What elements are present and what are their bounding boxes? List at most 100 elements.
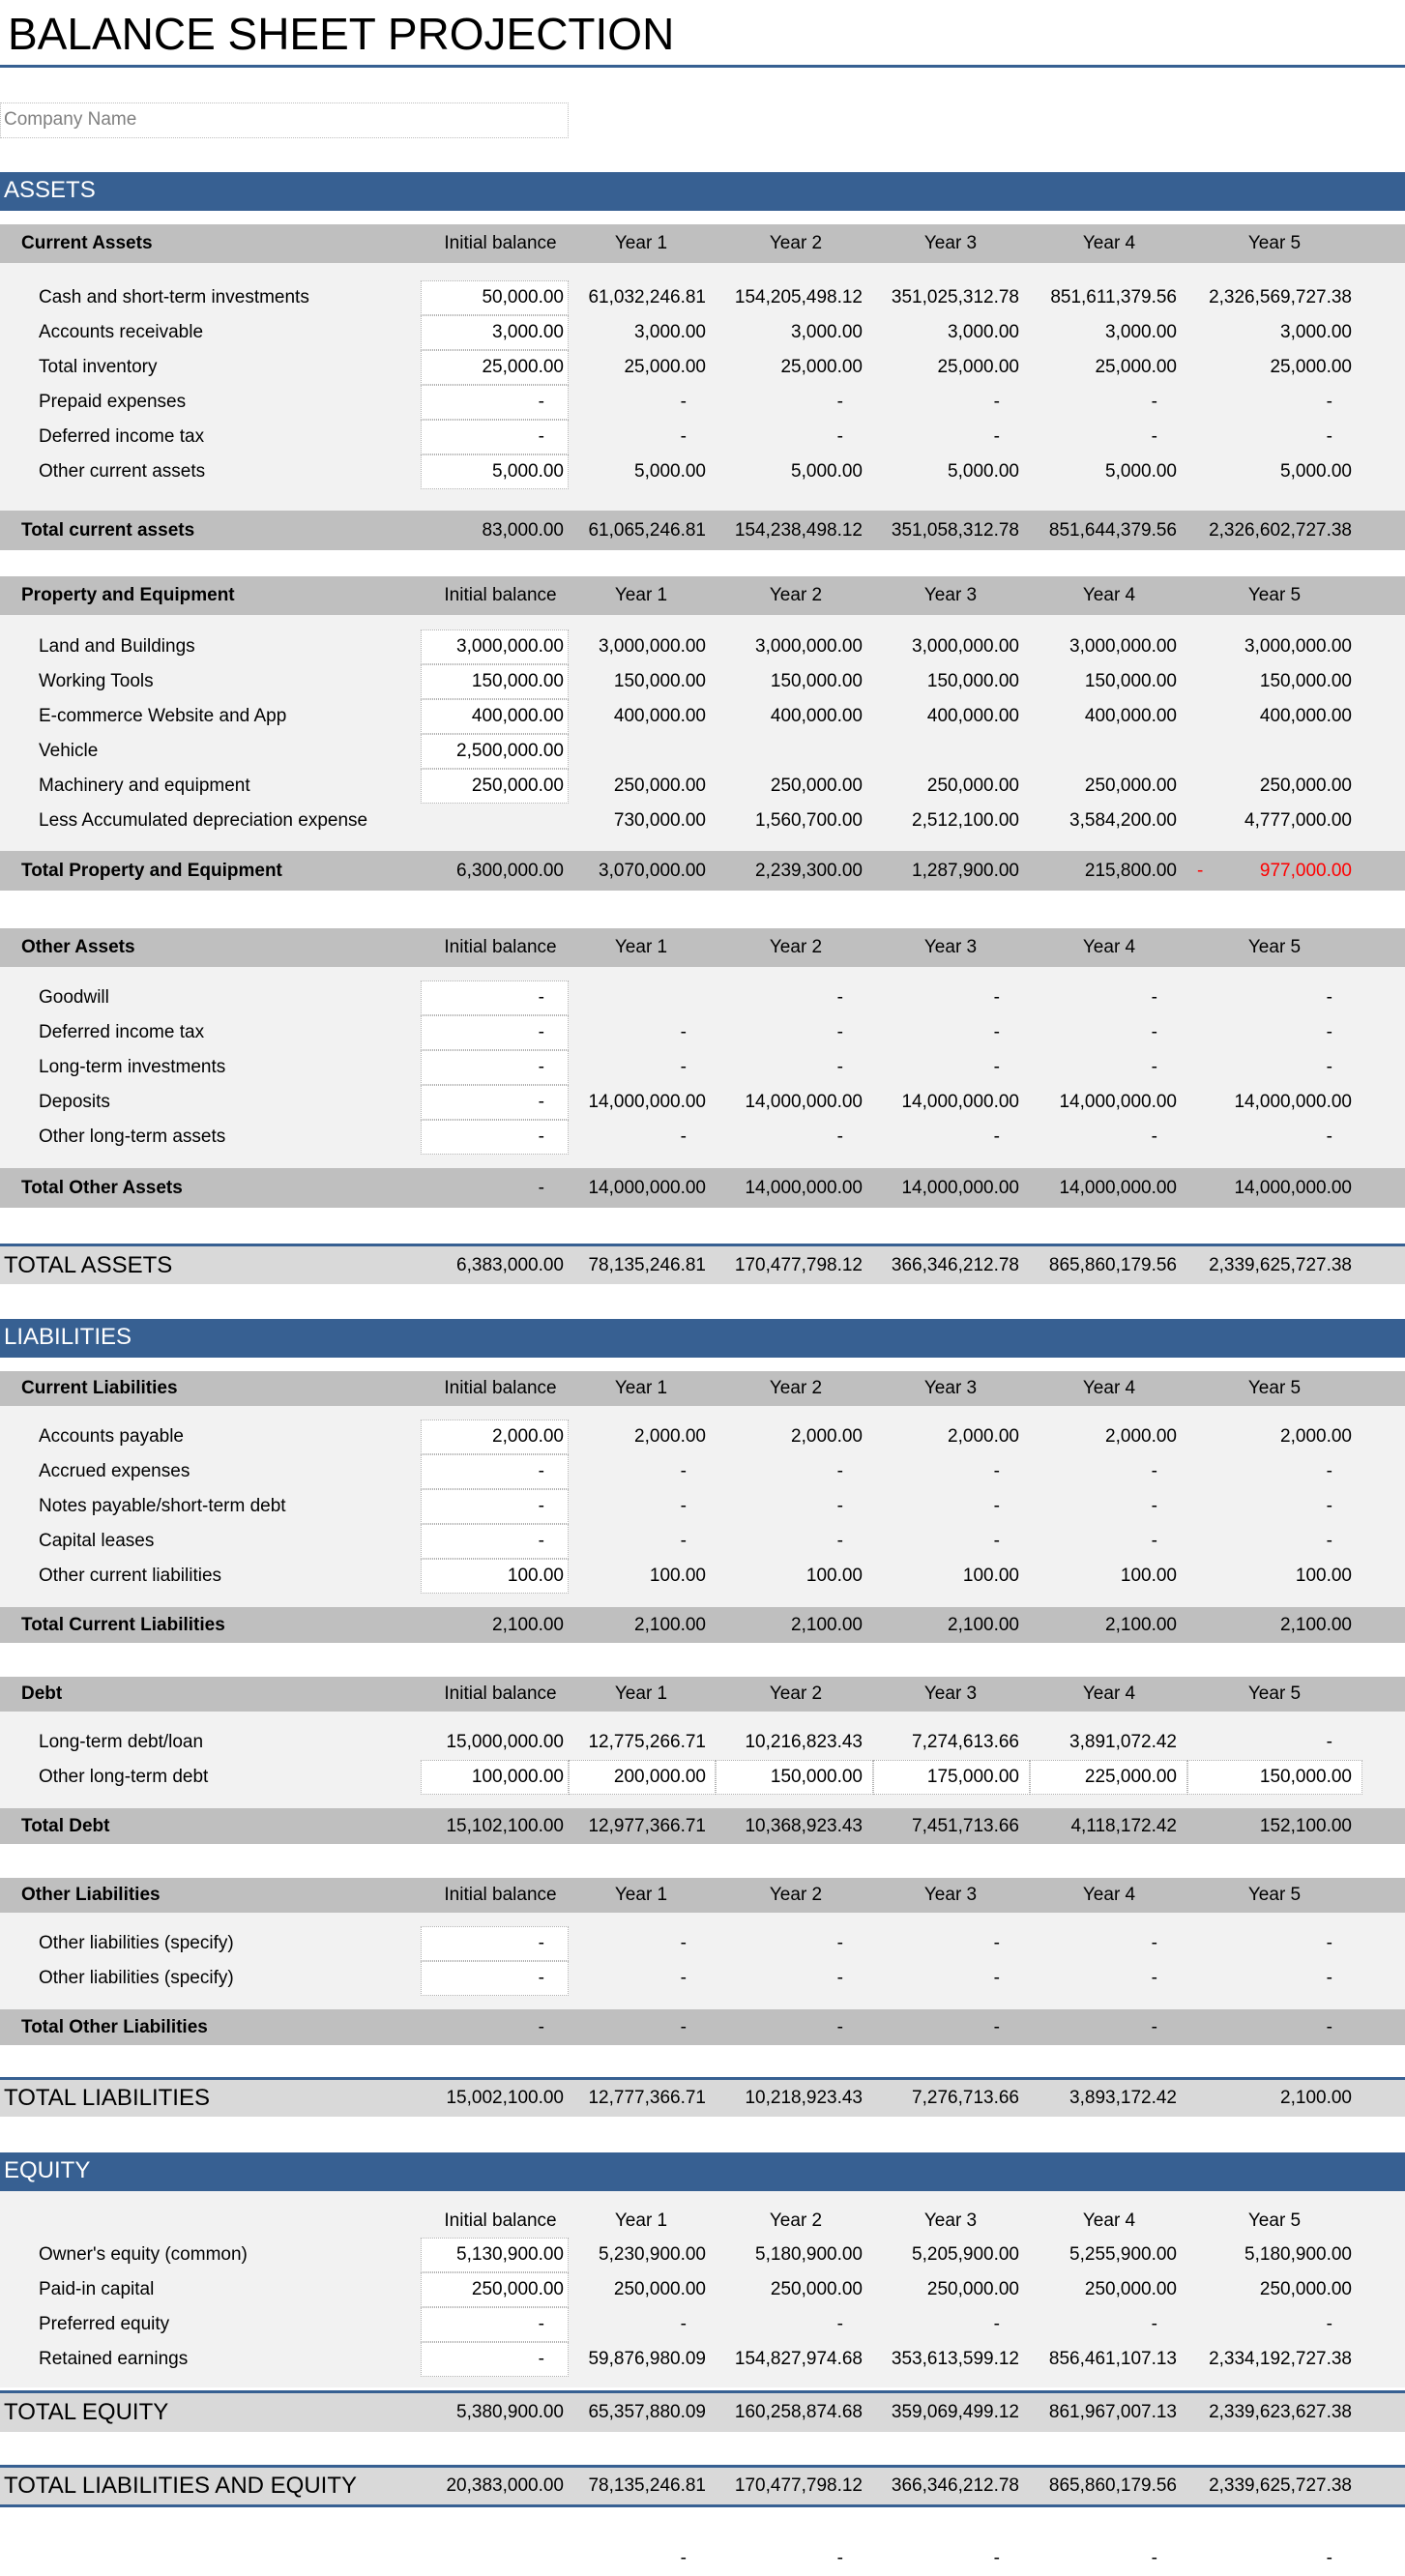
initial-balance-input[interactable] xyxy=(421,1420,569,1454)
initial-balance-input[interactable] xyxy=(421,1489,569,1524)
property-equipment-header: Property and Equipment Initial balance Y… xyxy=(0,576,1405,615)
year-3-value: - xyxy=(993,392,1000,412)
year-1-value: - xyxy=(680,1022,687,1042)
initial-balance-value: - xyxy=(538,1057,544,1077)
initial-balance-input[interactable] xyxy=(421,2272,569,2307)
table-row: Preferred equity - - - - - - xyxy=(0,2307,1405,2342)
grand-initial: 5,380,900.00 xyxy=(456,2402,564,2422)
col-year-1: Year 1 xyxy=(614,1378,668,1398)
total-year-3: 351,058,312.78 xyxy=(891,520,1019,541)
section-title: Other Assets xyxy=(21,937,135,957)
section-title: Property and Equipment xyxy=(21,585,235,605)
col-year-2: Year 2 xyxy=(769,1378,823,1398)
year-2-value: 250,000.00 xyxy=(770,2279,863,2299)
year-2-value: 400,000.00 xyxy=(770,706,863,726)
year-3-value: 353,613,599.12 xyxy=(891,2349,1019,2369)
initial-balance-input[interactable] xyxy=(421,1015,569,1050)
initial-balance-input[interactable] xyxy=(421,2342,569,2377)
initial-balance-input[interactable] xyxy=(421,420,569,454)
year-5-value: 2,000.00 xyxy=(1280,1426,1352,1447)
total-label: Total current assets xyxy=(21,520,195,541)
grand-year-3: 366,346,212.78 xyxy=(891,2475,1019,2496)
initial-balance-input[interactable] xyxy=(421,1085,569,1120)
year-1-value: - xyxy=(680,1127,687,1147)
total-initial: - xyxy=(538,2017,544,2037)
initial-balance-input[interactable] xyxy=(421,1760,569,1795)
year-1-value: - xyxy=(680,1057,687,1077)
check-year-3: - xyxy=(993,2548,1000,2568)
year-3-value: - xyxy=(993,1461,1000,1481)
initial-balance-input[interactable] xyxy=(421,734,569,769)
total-current-assets-row: Total current assets 83,000.00 61,065,24… xyxy=(0,511,1405,550)
year-5-value: 2,334,192,727.38 xyxy=(1209,2349,1352,2369)
col-year-3: Year 3 xyxy=(923,233,978,253)
table-row: E-commerce Website and App 400,000.00 40… xyxy=(0,699,1405,734)
initial-balance-input[interactable] xyxy=(421,385,569,420)
grand-total-label: TOTAL LIABILITIES xyxy=(4,2085,210,2111)
debt-header: Debt Initial balance Year 1 Year 2 Year … xyxy=(0,1677,1405,1712)
initial-balance-input[interactable] xyxy=(421,629,569,664)
total-year-1: 61,065,246.81 xyxy=(588,520,706,541)
initial-balance-value: 3,000,000.00 xyxy=(456,636,564,657)
year-2-value: 150,000.00 xyxy=(770,671,863,691)
initial-balance-value: 25,000.00 xyxy=(482,357,564,377)
row-label: Long-term investments xyxy=(39,1057,226,1077)
year-2-value: - xyxy=(836,1022,843,1042)
current-liabilities-header: Current Liabilities Initial balance Year… xyxy=(0,1371,1405,1406)
initial-balance-input[interactable] xyxy=(421,2238,569,2272)
year-5-input[interactable] xyxy=(1187,1760,1362,1795)
initial-balance-input[interactable] xyxy=(421,454,569,489)
initial-balance-input[interactable] xyxy=(421,1926,569,1961)
year-1-input[interactable] xyxy=(569,1760,716,1795)
initial-balance-input[interactable] xyxy=(421,315,569,350)
grand-year-3: 359,069,499.12 xyxy=(891,2402,1019,2422)
row-label: Cash and short-term investments xyxy=(39,287,309,307)
year-1-value: 250,000.00 xyxy=(613,776,706,796)
total-liabilities-equity-row: TOTAL LIABILITIES AND EQUITY 20,383,000.… xyxy=(0,2465,1405,2507)
col-year-4: Year 4 xyxy=(1082,1683,1136,1704)
total-debt-row: Total Debt 15,102,100.00 12,977,366.71 1… xyxy=(0,1808,1405,1844)
initial-balance-input[interactable] xyxy=(421,664,569,699)
grand-year-5: 2,339,625,727.38 xyxy=(1209,2475,1352,2496)
initial-balance-input[interactable] xyxy=(421,350,569,385)
initial-balance-input[interactable] xyxy=(421,1454,569,1489)
year-3-value: 3,000.00 xyxy=(948,322,1019,342)
row-label: Working Tools xyxy=(39,671,154,691)
year-4-value: - xyxy=(1151,987,1157,1008)
initial-balance-value: - xyxy=(538,392,544,412)
initial-balance-input[interactable] xyxy=(421,1050,569,1085)
current-assets-header: Current Assets Initial balance Year 1 Ye… xyxy=(0,224,1405,263)
initial-balance-input[interactable] xyxy=(421,699,569,734)
initial-balance-input[interactable] xyxy=(421,769,569,804)
year-3-input[interactable] xyxy=(873,1760,1030,1795)
grand-initial: 20,383,000.00 xyxy=(446,2475,564,2496)
year-5-value: 5,000.00 xyxy=(1280,461,1352,482)
year-3-value: 150,000.00 xyxy=(926,671,1019,691)
initial-balance-input[interactable] xyxy=(421,1559,569,1594)
total-year-5: 14,000,000.00 xyxy=(1234,1178,1352,1198)
total-year-4: 851,644,379.56 xyxy=(1048,520,1177,541)
initial-balance-input[interactable] xyxy=(421,1524,569,1559)
year-1-value: - xyxy=(680,1531,687,1551)
initial-balance-input[interactable] xyxy=(421,2307,569,2342)
year-3-value: 3,000,000.00 xyxy=(912,636,1019,657)
initial-balance-value: - xyxy=(538,1496,544,1516)
row-label: Preferred equity xyxy=(39,2314,170,2334)
total-label: Total Property and Equipment xyxy=(21,861,282,881)
year-4-value: 14,000,000.00 xyxy=(1059,1092,1177,1112)
initial-balance-input[interactable] xyxy=(421,1961,569,1996)
year-2-value: 14,000,000.00 xyxy=(745,1092,863,1112)
company-name-input[interactable]: Company Name xyxy=(0,102,569,138)
initial-balance-input[interactable] xyxy=(421,280,569,315)
total-initial: 2,100.00 xyxy=(492,1615,564,1635)
total-year-1: 3,070,000.00 xyxy=(599,861,706,881)
year-2-input[interactable] xyxy=(716,1760,873,1795)
total-year-4: - xyxy=(1151,2017,1157,2037)
year-4-input[interactable] xyxy=(1030,1760,1187,1795)
grand-year-2: 10,218,923.43 xyxy=(745,2088,863,2108)
year-5-value: - xyxy=(1326,1732,1332,1752)
year-1-value: 150,000.00 xyxy=(613,671,706,691)
total-year-3: 7,451,713.66 xyxy=(912,1816,1019,1836)
initial-balance-input[interactable] xyxy=(421,981,569,1015)
initial-balance-input[interactable] xyxy=(421,1120,569,1155)
